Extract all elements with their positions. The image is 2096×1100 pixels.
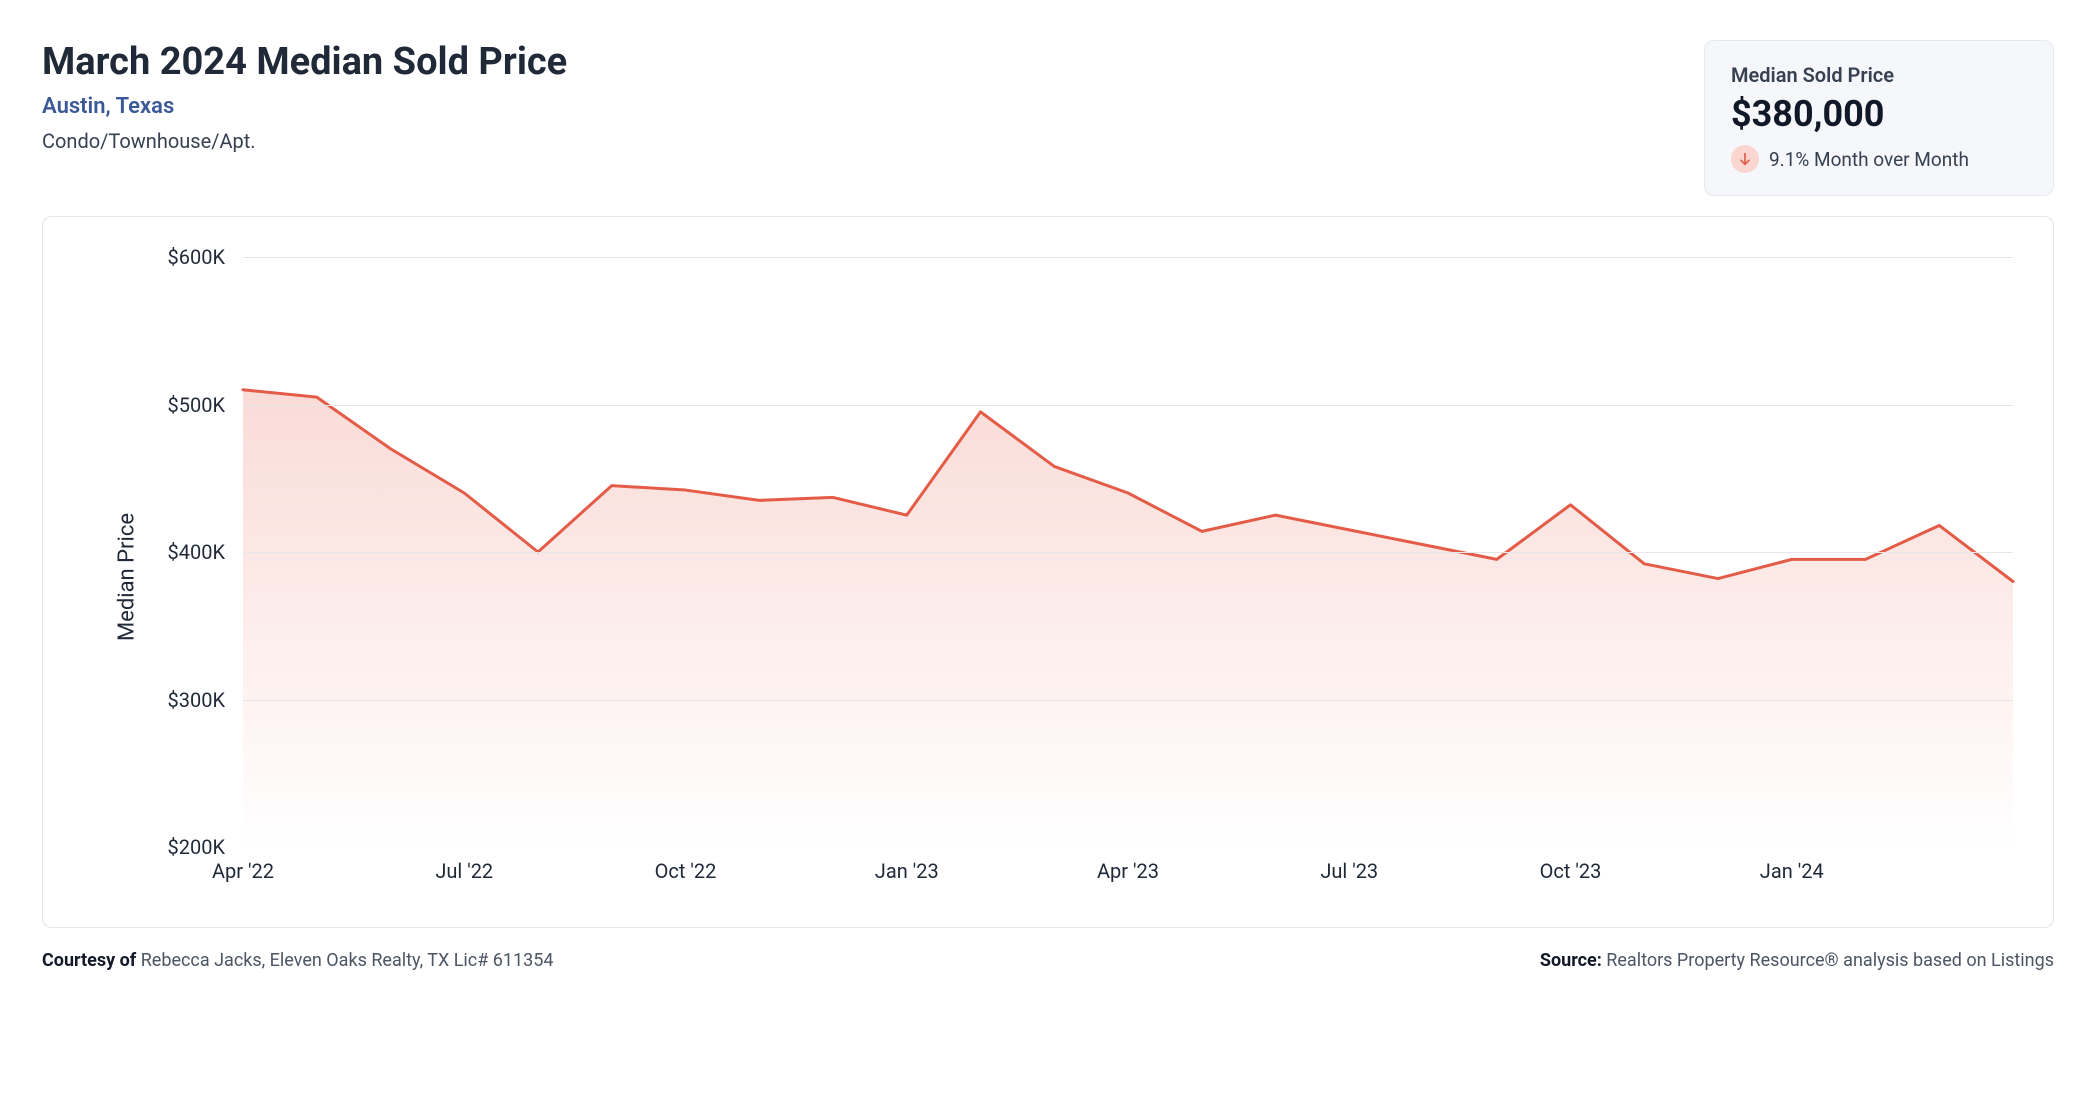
gridline [243, 700, 2013, 701]
arrow-down-icon [1731, 145, 1759, 173]
y-tick-label: $600K [167, 245, 225, 269]
stat-delta-text: 9.1% Month over Month [1769, 148, 1969, 171]
x-tick-label: Oct '23 [1540, 859, 1602, 883]
stat-delta: 9.1% Month over Month [1731, 145, 2023, 173]
page-title: March 2024 Median Sold Price [42, 40, 567, 84]
subtype-label: Condo/Townhouse/Apt. [42, 129, 567, 153]
stat-value: $380,000 [1731, 93, 2023, 135]
gridline [243, 552, 2013, 553]
stat-label: Median Sold Price [1731, 63, 2023, 87]
x-tick-label: Jul '23 [1320, 859, 1378, 883]
footer-row: Courtesy of Rebecca Jacks, Eleven Oaks R… [42, 950, 2054, 971]
x-tick-label: Apr '22 [212, 859, 274, 883]
x-tick-label: Jul '22 [435, 859, 493, 883]
courtesy-label: Courtesy of [42, 950, 136, 971]
chart-card: Median Price $200K$300K$400K$500K$600KAp… [42, 216, 2054, 928]
y-tick-label: $200K [167, 835, 225, 859]
y-axis-title: Median Price [115, 513, 140, 641]
courtesy-text: Courtesy of Rebecca Jacks, Eleven Oaks R… [42, 950, 553, 971]
x-tick-label: Oct '22 [655, 859, 717, 883]
header-row: March 2024 Median Sold Price Austin, Tex… [42, 40, 2054, 196]
source-value: Realtors Property Resource® analysis bas… [1606, 950, 2054, 971]
x-tick-label: Jan '23 [875, 859, 939, 883]
location-label: Austin, Texas [42, 94, 567, 119]
stat-card: Median Sold Price $380,000 9.1% Month ov… [1704, 40, 2054, 196]
title-block: March 2024 Median Sold Price Austin, Tex… [42, 40, 567, 153]
gridline [243, 257, 2013, 258]
plot-area: $200K$300K$400K$500K$600KApr '22Jul '22O… [243, 257, 2013, 847]
source-label: Source: [1540, 950, 1602, 971]
y-tick-label: $300K [167, 688, 225, 712]
y-tick-label: $400K [167, 540, 225, 564]
chart-wrap: Median Price $200K$300K$400K$500K$600KAp… [73, 247, 2023, 907]
x-tick-label: Jan '24 [1760, 859, 1824, 883]
x-tick-label: Apr '23 [1097, 859, 1159, 883]
source-text: Source: Realtors Property Resource® anal… [1540, 950, 2054, 971]
y-tick-label: $500K [167, 393, 225, 417]
gridline [243, 405, 2013, 406]
courtesy-value: Rebecca Jacks, Eleven Oaks Realty, TX Li… [141, 950, 554, 971]
